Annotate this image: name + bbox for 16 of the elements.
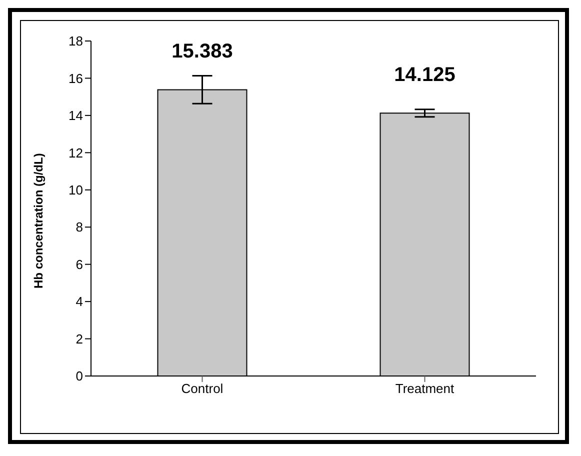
y-tick-label: 18 [68, 34, 83, 49]
y-tick-label: 0 [76, 368, 83, 384]
x-tick-label: Control [181, 381, 224, 396]
y-tick-label: 2 [76, 331, 83, 346]
data-label: 14.125 [394, 64, 456, 86]
data-label: 15.383 [172, 40, 233, 63]
y-tick-label: 8 [76, 220, 83, 235]
y-tick-label: 6 [76, 256, 83, 272]
x-tick-label: Treatment [395, 381, 455, 396]
y-tick-label: 14 [68, 108, 83, 124]
frame: Control Treatment 0 2 4 6 8 10 12 14 16 18 Hb concentration (g/dL) 15.383 14.125 [8, 8, 569, 444]
y-tick-label: 12 [68, 145, 83, 160]
y-tick-label: 4 [76, 294, 83, 310]
y-axis-title: Hb concentration (g/dL) [31, 153, 46, 288]
y-tick-label: 16 [68, 70, 83, 86]
y-tick-label: 10 [68, 182, 83, 198]
